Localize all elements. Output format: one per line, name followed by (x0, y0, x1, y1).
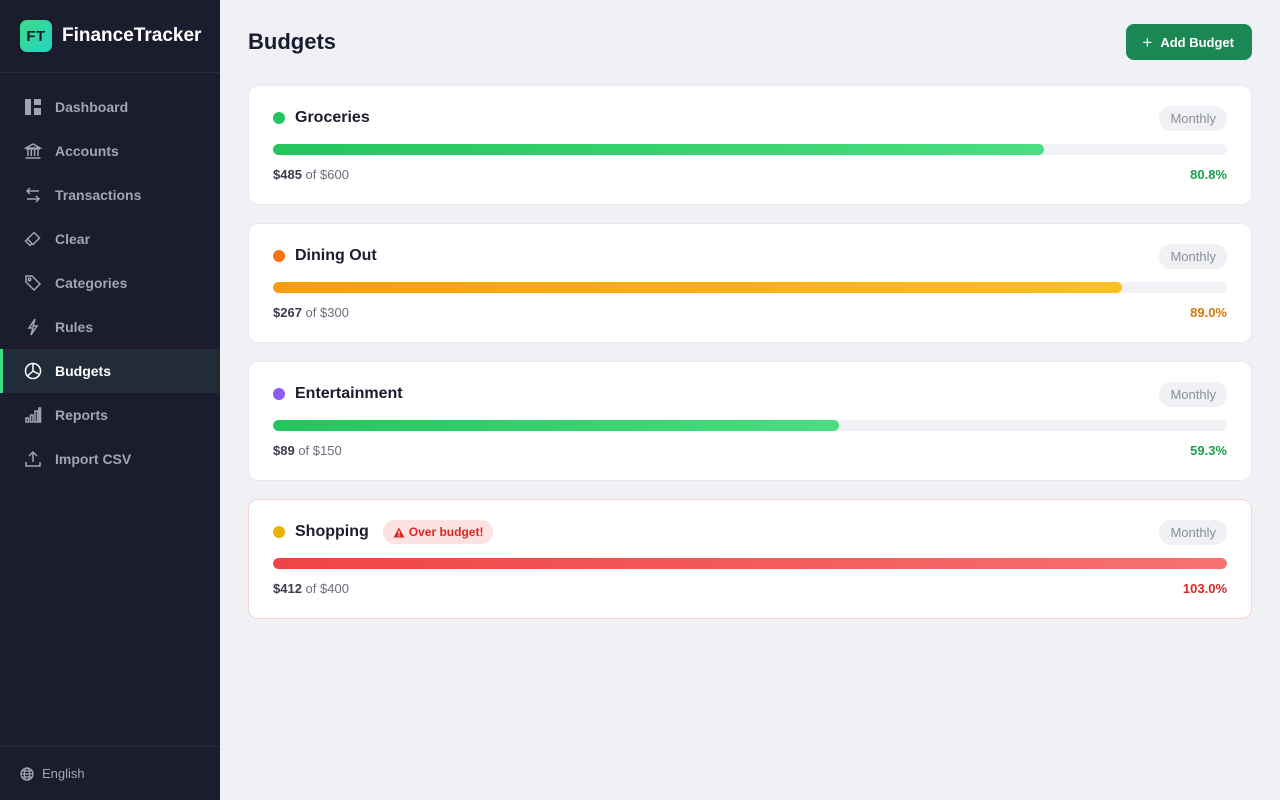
budget-amounts: $89 of $150 (273, 443, 342, 458)
sidebar-item-label: Dashboard (55, 99, 129, 115)
page-title: Budgets (248, 29, 336, 54)
progress-bar (273, 144, 1227, 155)
category-color-dot (273, 250, 285, 262)
sidebar-item-import-csv[interactable]: Import CSV (0, 437, 220, 481)
sidebar-item-label: Reports (55, 407, 108, 423)
app-logo: FT (20, 20, 52, 52)
tags-icon (24, 274, 42, 292)
progress-fill (273, 558, 1227, 569)
progress-fill (273, 282, 1123, 293)
budget-card-shopping[interactable]: Shopping Over budget! Monthly $412 of $4… (248, 499, 1252, 619)
progress-bar (273, 558, 1227, 569)
upload-icon (24, 450, 42, 468)
budget-percent: 89.0% (1190, 305, 1227, 320)
brand: FT FinanceTracker (0, 0, 220, 73)
budget-amounts: $485 of $600 (273, 167, 349, 182)
sidebar: FT FinanceTracker Dashboard Accounts Tra… (0, 0, 220, 800)
sidebar-item-label: Transactions (55, 187, 142, 203)
budget-amounts: $267 of $300 (273, 305, 349, 320)
sidebar-item-transactions[interactable]: Transactions (0, 173, 220, 217)
app-name: FinanceTracker (62, 25, 202, 46)
budget-percent: 59.3% (1190, 443, 1227, 458)
period-badge: Monthly (1159, 243, 1227, 269)
budget-limit: of $400 (305, 581, 349, 596)
budget-percent: 103.0% (1182, 581, 1227, 596)
spent-amount: $89 (273, 443, 295, 458)
pie-chart-icon (24, 362, 42, 380)
budget-name: Dining Out (295, 247, 377, 264)
budget-name: Shopping (295, 523, 369, 540)
period-badge: Monthly (1159, 381, 1227, 407)
eraser-icon (24, 230, 42, 248)
plus-icon: + (1142, 32, 1153, 52)
budget-amounts: $412 of $400 (273, 581, 349, 596)
spent-amount: $485 (273, 167, 302, 182)
budget-card-entertainment[interactable]: Entertainment Monthly $89 of $150 59.3% (248, 361, 1252, 481)
sidebar-item-categories[interactable]: Categories (0, 261, 220, 305)
warning-icon (393, 527, 405, 537)
sidebar-item-label: Import CSV (55, 451, 132, 467)
budget-name: Entertainment (295, 385, 403, 402)
sidebar-item-label: Budgets (55, 363, 111, 379)
sidebar-item-dashboard[interactable]: Dashboard (0, 85, 220, 129)
progress-fill (273, 420, 839, 431)
sidebar-item-label: Clear (55, 231, 91, 247)
category-color-dot (273, 526, 285, 538)
dashboard-icon (24, 98, 42, 116)
sidebar-item-clear[interactable]: Clear (0, 217, 220, 261)
progress-bar (273, 282, 1227, 293)
add-budget-button[interactable]: + Add Budget (1126, 24, 1252, 60)
language-selector[interactable]: English (0, 746, 220, 800)
language-label: English (42, 766, 85, 781)
budget-limit: of $300 (305, 305, 349, 320)
lightning-icon (24, 318, 42, 336)
over-budget-badge: Over budget! (382, 520, 494, 544)
budget-limit: of $150 (298, 443, 342, 458)
category-color-dot (273, 388, 285, 400)
budget-card-dining-out[interactable]: Dining Out Monthly $267 of $300 89.0% (248, 223, 1252, 343)
progress-fill (273, 144, 1044, 155)
category-color-dot (273, 112, 285, 124)
sidebar-item-label: Accounts (55, 143, 119, 159)
sidebar-item-rules[interactable]: Rules (0, 305, 220, 349)
sidebar-item-accounts[interactable]: Accounts (0, 129, 220, 173)
sidebar-item-reports[interactable]: Reports (0, 393, 220, 437)
budget-limit: of $600 (305, 167, 349, 182)
progress-bar (273, 420, 1227, 431)
main-content: Budgets + Add Budget Groceries Monthly $… (220, 0, 1280, 800)
spent-amount: $267 (273, 305, 302, 320)
spent-amount: $412 (273, 581, 302, 596)
budget-name: Groceries (295, 109, 370, 126)
sidebar-item-label: Rules (55, 319, 94, 335)
sidebar-item-budgets[interactable]: Budgets (0, 349, 220, 393)
arrows-swap-icon (24, 186, 42, 204)
globe-icon (20, 766, 34, 781)
sidebar-nav: Dashboard Accounts Transactions Clear Ca… (0, 73, 220, 481)
bar-chart-icon (24, 406, 42, 424)
period-badge: Monthly (1159, 519, 1227, 545)
period-badge: Monthly (1159, 105, 1227, 131)
budget-percent: 80.8% (1190, 167, 1227, 182)
page-header: Budgets + Add Budget (248, 24, 1252, 60)
bank-icon (24, 142, 42, 160)
add-budget-label: Add Budget (1160, 34, 1234, 50)
budget-card-groceries[interactable]: Groceries Monthly $485 of $600 80.8% (248, 85, 1252, 205)
over-budget-label: Over budget! (408, 525, 484, 539)
sidebar-item-label: Categories (55, 275, 128, 291)
